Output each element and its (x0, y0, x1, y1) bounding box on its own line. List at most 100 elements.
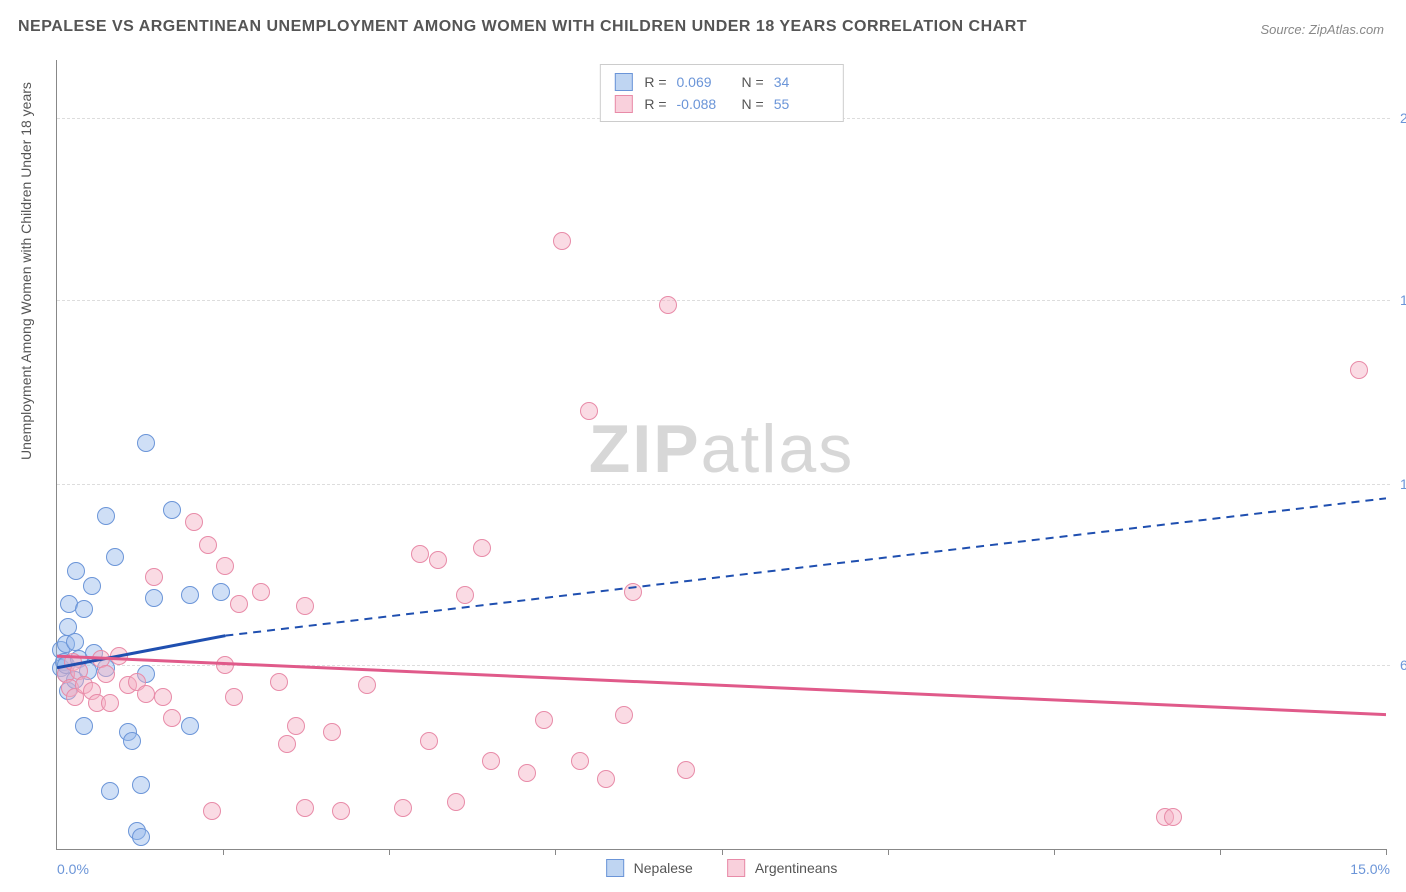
legend-label: Nepalese (634, 860, 693, 876)
data-point (535, 711, 553, 729)
gridline (57, 484, 1390, 485)
stat-label: R = (644, 93, 666, 115)
data-point (185, 513, 203, 531)
data-point (473, 539, 491, 557)
data-point (332, 802, 350, 820)
x-axis-min: 0.0% (57, 861, 89, 877)
stats-box: R = 0.069 N = 34 R = -0.088 N = 55 (599, 64, 843, 122)
data-point (518, 764, 536, 782)
data-point (67, 562, 85, 580)
data-point (296, 597, 314, 615)
gridline (57, 665, 1390, 666)
chart-title: NEPALESE VS ARGENTINEAN UNEMPLOYMENT AMO… (18, 18, 1027, 36)
data-point (429, 551, 447, 569)
data-point (482, 752, 500, 770)
data-point (132, 828, 150, 846)
x-tick (722, 849, 723, 855)
stats-row-nepalese: R = 0.069 N = 34 (614, 71, 828, 93)
data-point (163, 709, 181, 727)
data-point (75, 717, 93, 735)
data-point (203, 802, 221, 820)
data-point (252, 583, 270, 601)
stat-label: N = (742, 93, 764, 115)
stat-label: N = (742, 71, 764, 93)
x-tick (223, 849, 224, 855)
data-point (296, 799, 314, 817)
y-tick-label: 12.5% (1390, 476, 1406, 492)
swatch-nepalese-icon (614, 73, 632, 91)
stat-label: R = (644, 71, 666, 93)
stat-n-nepalese: 34 (774, 71, 829, 93)
data-point (456, 586, 474, 604)
swatch-nepalese-icon (606, 859, 624, 877)
stat-r-nepalese: 0.069 (677, 71, 732, 93)
data-point (580, 402, 598, 420)
y-tick-label: 25.0% (1390, 110, 1406, 126)
data-point (212, 583, 230, 601)
data-point (597, 770, 615, 788)
data-point (181, 586, 199, 604)
data-point (132, 776, 150, 794)
y-tick-label: 18.8% (1390, 292, 1406, 308)
swatch-argentineans-icon (727, 859, 745, 877)
data-point (145, 568, 163, 586)
data-point (101, 782, 119, 800)
data-point (75, 600, 93, 618)
data-point (154, 688, 172, 706)
data-point (123, 732, 141, 750)
data-point (447, 793, 465, 811)
x-tick (389, 849, 390, 855)
data-point (394, 799, 412, 817)
stats-row-argentineans: R = -0.088 N = 55 (614, 93, 828, 115)
x-tick (1054, 849, 1055, 855)
data-point (659, 296, 677, 314)
data-point (110, 647, 128, 665)
data-point (97, 507, 115, 525)
data-point (420, 732, 438, 750)
data-point (615, 706, 633, 724)
data-point (216, 656, 234, 674)
source-label: Source: ZipAtlas.com (1260, 22, 1384, 37)
data-point (137, 685, 155, 703)
y-axis-label: Unemployment Among Women with Children U… (18, 82, 34, 460)
scatter-plot: ZIPatlas R = 0.069 N = 34 R = -0.088 N =… (56, 60, 1386, 850)
legend-item-nepalese: Nepalese (606, 859, 693, 877)
data-point (278, 735, 296, 753)
data-point (1350, 361, 1368, 379)
data-point (181, 717, 199, 735)
x-axis-max: 15.0% (1350, 861, 1390, 877)
data-point (624, 583, 642, 601)
data-point (358, 676, 376, 694)
x-tick (888, 849, 889, 855)
data-point (106, 548, 124, 566)
data-point (101, 694, 119, 712)
data-point (216, 557, 234, 575)
legend-item-argentineans: Argentineans (727, 859, 838, 877)
legend-label: Argentineans (755, 860, 838, 876)
x-tick (1386, 849, 1387, 855)
y-tick-label: 6.3% (1390, 657, 1406, 673)
gridline (57, 300, 1390, 301)
data-point (553, 232, 571, 250)
data-point (230, 595, 248, 613)
data-point (66, 633, 84, 651)
data-point (199, 536, 217, 554)
data-point (677, 761, 695, 779)
stat-n-argentineans: 55 (774, 93, 829, 115)
data-point (97, 665, 115, 683)
stat-r-argentineans: -0.088 (677, 93, 732, 115)
watermark: ZIPatlas (589, 409, 854, 487)
data-point (145, 589, 163, 607)
data-point (411, 545, 429, 563)
data-point (571, 752, 589, 770)
data-point (270, 673, 288, 691)
data-point (287, 717, 305, 735)
x-tick (1220, 849, 1221, 855)
data-point (1164, 808, 1182, 826)
legend: Nepalese Argentineans (606, 859, 838, 877)
data-point (323, 723, 341, 741)
x-tick (555, 849, 556, 855)
trendlines (57, 60, 1386, 849)
data-point (137, 434, 155, 452)
data-point (225, 688, 243, 706)
